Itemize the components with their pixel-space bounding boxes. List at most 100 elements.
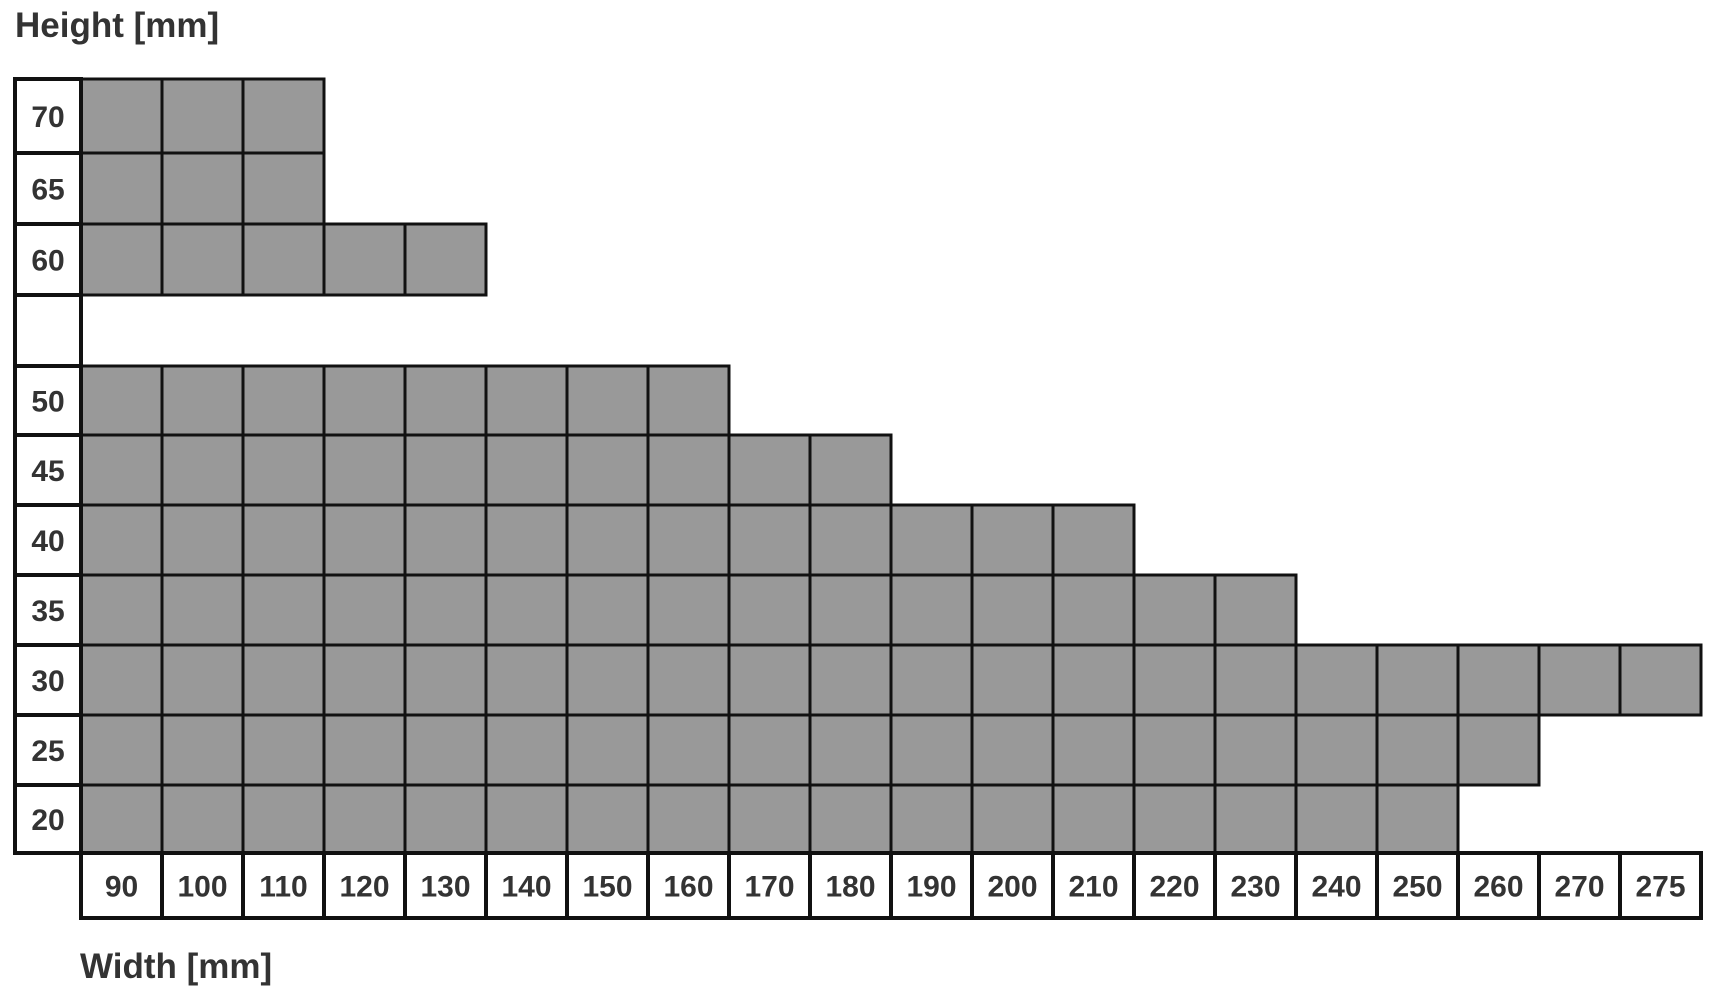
cell-210x30 <box>1051 643 1136 717</box>
cell-220x25 <box>1132 713 1217 787</box>
cell-160x30 <box>646 643 731 717</box>
cell-170x20 <box>727 783 812 855</box>
cell-250x20 <box>1375 783 1460 855</box>
cell-130x25 <box>403 713 488 787</box>
cell-90x20 <box>79 783 164 855</box>
x-tick-box <box>1537 851 1622 920</box>
x-axis-title: Width [mm] <box>80 947 273 986</box>
cell-110x35 <box>241 573 326 647</box>
cell-230x35 <box>1213 573 1298 647</box>
cell-130x35 <box>403 573 488 647</box>
y-tick-label: 40 <box>31 525 64 558</box>
cell-200x25 <box>970 713 1055 787</box>
cell-90x50 <box>79 364 164 437</box>
cell-150x25 <box>565 713 650 787</box>
y-tick-box <box>13 77 83 155</box>
x-tick-box <box>565 851 650 920</box>
y-axis: 70 65 60 50 45 40 35 30 25 20 <box>13 77 83 855</box>
cell-100x45 <box>160 433 245 507</box>
x-tick-label: 270 <box>1554 871 1604 904</box>
cell-230x20 <box>1213 783 1298 855</box>
y-tick-label: 20 <box>31 804 64 837</box>
cell-170x25 <box>727 713 812 787</box>
x-tick-box <box>646 851 731 920</box>
y-tick-box <box>13 151 83 226</box>
cell-230x25 <box>1213 713 1298 787</box>
cell-150x30 <box>565 643 650 717</box>
x-tick-box <box>241 851 326 920</box>
cell-90x30 <box>79 643 164 717</box>
cell-180x40 <box>808 503 893 577</box>
x-tick-label: 190 <box>906 871 956 904</box>
cell-90x65 <box>79 151 164 226</box>
x-tick-label: 150 <box>582 871 632 904</box>
cell-190x20 <box>889 783 974 855</box>
y-tick-box <box>13 573 83 647</box>
cell-90x40 <box>79 503 164 577</box>
cell-120x35 <box>322 573 407 647</box>
cell-210x35 <box>1051 573 1136 647</box>
cell-150x45 <box>565 433 650 507</box>
cell-130x60 <box>403 222 488 297</box>
y-tick-box <box>13 643 83 717</box>
x-tick-box <box>727 851 812 920</box>
cell-140x20 <box>484 783 569 855</box>
y-tick-box <box>13 222 83 297</box>
cell-240x25 <box>1294 713 1379 787</box>
y-tick-label: 50 <box>31 386 64 419</box>
y-tick-box <box>13 713 83 787</box>
cell-260x25 <box>1456 713 1541 787</box>
x-tick-box <box>1051 851 1136 920</box>
x-axis: 90 100 110 120 130 140 150 160 170 180 190 200 210 22… <box>79 851 1703 920</box>
cell-240x20 <box>1294 783 1379 855</box>
x-tick-box <box>1213 851 1298 920</box>
cell-160x20 <box>646 783 731 855</box>
cell-190x25 <box>889 713 974 787</box>
cell-120x50 <box>322 364 407 437</box>
cell-130x40 <box>403 503 488 577</box>
cell-190x40 <box>889 503 974 577</box>
cell-100x20 <box>160 783 245 855</box>
cell-160x25 <box>646 713 731 787</box>
cell-200x20 <box>970 783 1055 855</box>
cell-110x65 <box>241 151 326 226</box>
x-tick-box <box>1618 851 1703 920</box>
x-tick-label: 220 <box>1149 871 1199 904</box>
cell-90x70 <box>79 77 164 155</box>
x-tick-label: 200 <box>987 871 1037 904</box>
cell-250x25 <box>1375 713 1460 787</box>
cell-190x30 <box>889 643 974 717</box>
cell-100x25 <box>160 713 245 787</box>
cell-220x35 <box>1132 573 1217 647</box>
cell-210x25 <box>1051 713 1136 787</box>
x-tick-label: 250 <box>1392 871 1442 904</box>
cell-140x50 <box>484 364 569 437</box>
cell-210x40 <box>1051 503 1136 577</box>
cell-170x35 <box>727 573 812 647</box>
cell-180x35 <box>808 573 893 647</box>
cell-270x30 <box>1537 643 1622 717</box>
x-tick-label: 120 <box>339 871 389 904</box>
x-tick-box <box>322 851 407 920</box>
cell-120x60 <box>322 222 407 297</box>
cell-140x30 <box>484 643 569 717</box>
y-tick-label: 60 <box>31 245 64 278</box>
cell-200x40 <box>970 503 1055 577</box>
cell-100x65 <box>160 151 245 226</box>
cell-220x30 <box>1132 643 1217 717</box>
x-tick-label: 240 <box>1311 871 1361 904</box>
cell-150x50 <box>565 364 650 437</box>
cell-100x50 <box>160 364 245 437</box>
x-tick-label: 160 <box>663 871 713 904</box>
cell-180x25 <box>808 713 893 787</box>
cell-100x70 <box>160 77 245 155</box>
x-tick-box <box>970 851 1055 920</box>
cell-90x25 <box>79 713 164 787</box>
cell-170x30 <box>727 643 812 717</box>
cell-130x50 <box>403 364 488 437</box>
cell-160x45 <box>646 433 731 507</box>
x-tick-label: 260 <box>1473 871 1523 904</box>
y-axis-title: Height [mm] <box>15 6 220 45</box>
cell-140x35 <box>484 573 569 647</box>
